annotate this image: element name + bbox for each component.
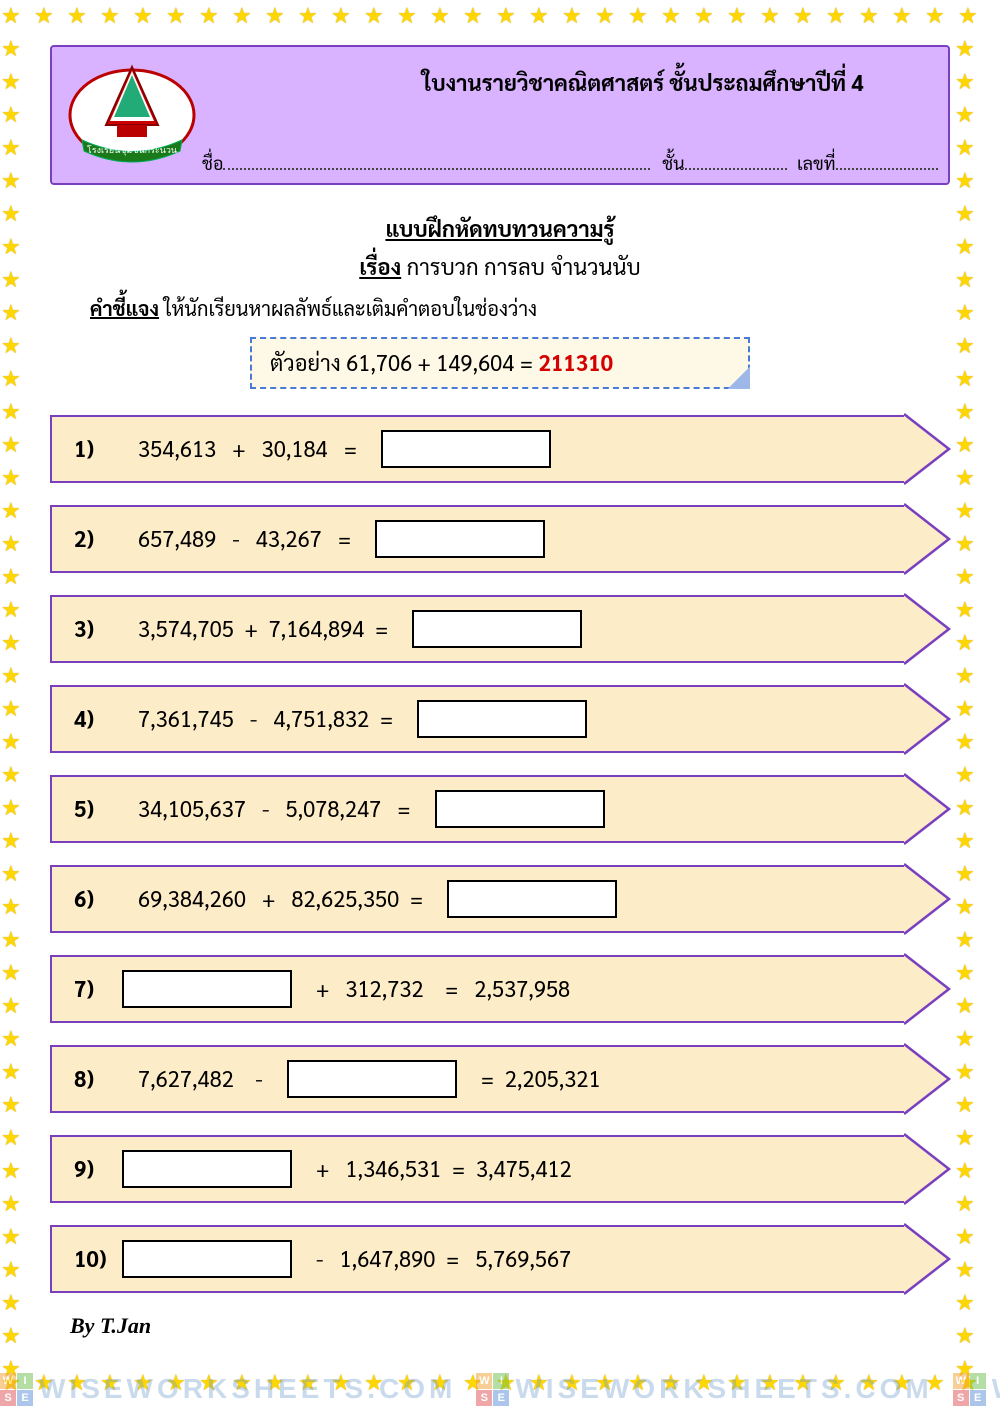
question-number: 4) xyxy=(74,705,114,733)
answer-input[interactable] xyxy=(435,790,605,828)
question-row: 5) 34,105,637 - 5,078,247 = xyxy=(50,773,950,845)
header-box: โรงเรียนชุมชนกระนวน ใบงานรายวิชาคณิตศาสต… xyxy=(50,45,950,185)
question-row: 2) 657,489 - 43,267 = xyxy=(50,503,950,575)
number-label: เลขที่ xyxy=(797,152,836,175)
question-right: + 312,732 = 2,537,958 xyxy=(300,975,570,1003)
question-expr: 7,361,745 - 4,751,832 = xyxy=(122,705,409,733)
question-row: 7) + 312,732 = 2,537,958 xyxy=(50,953,950,1025)
question-number: 3) xyxy=(74,615,114,643)
answer-input[interactable] xyxy=(122,1240,292,1278)
worksheet-title: ใบงานรายวิชาคณิตศาสตร์ ชั้นประถมศึกษาปีท… xyxy=(422,69,928,97)
question-number: 7) xyxy=(74,975,114,1003)
questions-list: 1) 354,613 + 30,184 = 2) 6 xyxy=(50,413,950,1295)
example-box: ตัวอย่าง 61,706 + 149,604 = 211310 xyxy=(250,337,750,389)
question-number: 9) xyxy=(74,1155,114,1183)
topic-text: การบวก การลบ จำนวนนับ xyxy=(407,253,641,281)
question-right: + 1,346,531 = 3,475,412 xyxy=(300,1155,572,1183)
question-expr: 3,574,705 + 7,164,894 = xyxy=(122,615,404,643)
question-number: 1) xyxy=(74,435,114,463)
question-expr: 7,627,482 - xyxy=(122,1065,279,1093)
answer-input[interactable] xyxy=(375,520,545,558)
question-row: 8) 7,627,482 - = 2,205,321 xyxy=(50,1043,950,1115)
question-row: 10) - 1,647,890 = 5,769,567 xyxy=(50,1223,950,1295)
class-blank[interactable] xyxy=(685,152,787,170)
question-row: 4) 7,361,745 - 4,751,832 = xyxy=(50,683,950,755)
question-right: = 2,205,321 xyxy=(465,1065,601,1093)
question-row: 9) + 1,346,531 = 3,475,412 xyxy=(50,1133,950,1205)
question-right: - 1,647,890 = 5,769,567 xyxy=(300,1245,571,1273)
question-number: 6) xyxy=(74,885,114,913)
school-logo-icon: โรงเรียนชุมชนกระนวน xyxy=(62,45,202,185)
question-expr: 34,105,637 - 5,078,247 = xyxy=(122,795,427,823)
name-line: ชื่อ ชั้น เลขที่ xyxy=(202,152,938,175)
answer-input[interactable] xyxy=(417,700,587,738)
example-answer: 211310 xyxy=(538,349,613,377)
name-label: ชื่อ xyxy=(202,152,223,175)
svg-text:โรงเรียนชุมชนกระนวน: โรงเรียนชุมชนกระนวน xyxy=(87,145,177,156)
page-fold-icon xyxy=(728,367,750,389)
topic-label: เรื่อง xyxy=(359,253,401,281)
question-expr: 354,613 + 30,184 = xyxy=(122,435,373,463)
question-number: 8) xyxy=(74,1065,114,1093)
example-expr: 61,706 + 149,604 = xyxy=(346,349,533,377)
instruction: คำชี้แจง ให้นักเรียนหาผลลัพธ์และเติมคำตอ… xyxy=(90,295,950,321)
question-row: 3) 3,574,705 + 7,164,894 = xyxy=(50,593,950,665)
question-row: 1) 354,613 + 30,184 = xyxy=(50,413,950,485)
instruction-label: คำชี้แจง xyxy=(90,295,159,321)
worksheet-content: โรงเรียนชุมชนกระนวน ใบงานรายวิชาคณิตศาสต… xyxy=(50,45,950,1353)
section-title: แบบฝึกหัดทบทวนความรู้ xyxy=(50,215,950,243)
answer-input[interactable] xyxy=(412,610,582,648)
name-blank[interactable] xyxy=(223,152,650,170)
class-label: ชั้น xyxy=(662,152,684,175)
question-row: 6) 69,384,260 + 82,625,350 = xyxy=(50,863,950,935)
watermark: WISEWISEWORKSHEETS.COMWISEWISEWORKSHEETS… xyxy=(0,1369,1000,1409)
question-expr: 69,384,260 + 82,625,350 = xyxy=(122,885,439,913)
topic-line: เรื่อง การบวก การลบ จำนวนนับ xyxy=(50,253,950,281)
instruction-text: ให้นักเรียนหาผลลัพธ์และเติมคำตอบในช่องว่… xyxy=(164,295,537,321)
question-number: 5) xyxy=(74,795,114,823)
answer-input[interactable] xyxy=(122,970,292,1008)
question-expr: 657,489 - 43,267 = xyxy=(122,525,367,553)
question-number: 2) xyxy=(74,525,114,553)
byline: By T.Jan xyxy=(70,1313,950,1339)
example-label: ตัวอย่าง xyxy=(270,349,341,377)
answer-input[interactable] xyxy=(122,1150,292,1188)
answer-input[interactable] xyxy=(447,880,617,918)
answer-input[interactable] xyxy=(287,1060,457,1098)
number-blank[interactable] xyxy=(836,152,938,170)
answer-input[interactable] xyxy=(381,430,551,468)
question-number: 10) xyxy=(74,1245,114,1273)
